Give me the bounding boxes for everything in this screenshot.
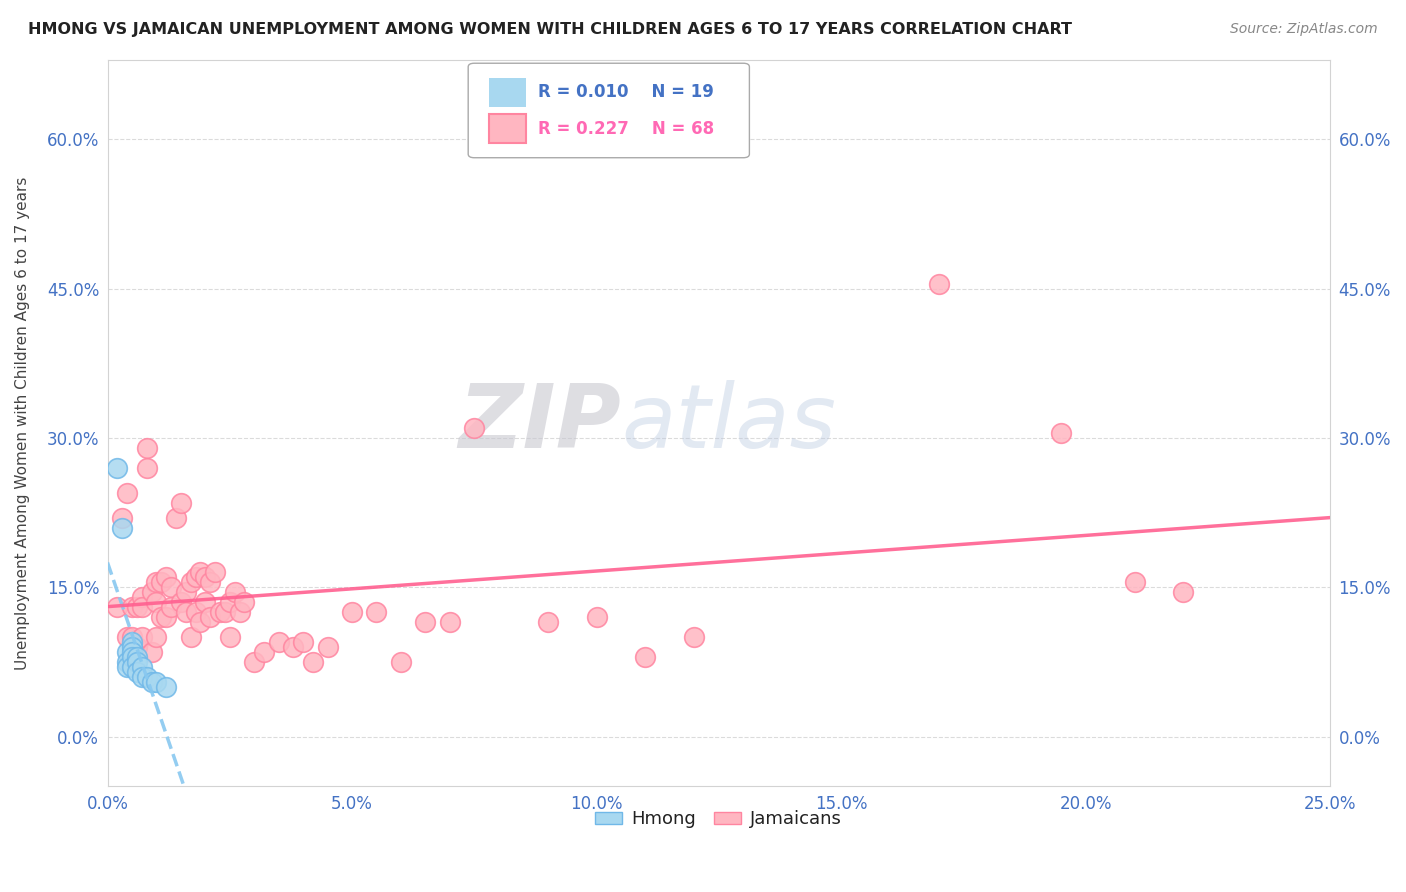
Point [121, 630, 143, 644]
Point [224, 585, 246, 599]
Point [1123, 575, 1146, 590]
Point [115, 660, 138, 674]
Point [150, 610, 173, 624]
Point [125, 600, 148, 615]
Point [141, 645, 163, 659]
Point [233, 595, 256, 609]
Point [115, 630, 138, 644]
Point [115, 645, 138, 659]
Point [190, 566, 212, 580]
Text: R = 0.010    N = 19: R = 0.010 N = 19 [538, 83, 714, 102]
Point [121, 635, 143, 649]
Point [218, 630, 240, 644]
Point [928, 277, 950, 291]
Point [141, 585, 163, 599]
Point [228, 605, 250, 619]
Point [218, 595, 240, 609]
Point [121, 640, 143, 654]
Point [160, 580, 183, 594]
Bar [489, 114, 526, 144]
Point [165, 510, 187, 524]
Text: ZIP: ZIP [458, 379, 621, 467]
Point [131, 591, 153, 605]
Point [155, 680, 177, 694]
Point [150, 575, 173, 590]
Point [121, 645, 143, 659]
Point [131, 630, 153, 644]
Point [194, 570, 217, 584]
Point [634, 650, 657, 665]
Point [131, 670, 153, 684]
Point [111, 520, 134, 534]
Point [1050, 425, 1073, 440]
Point [115, 655, 138, 669]
Point [105, 460, 128, 475]
Point [145, 595, 167, 609]
Point [253, 645, 276, 659]
Point [125, 655, 148, 669]
Point [135, 670, 157, 684]
Point [366, 605, 388, 619]
Point [585, 610, 607, 624]
Point [135, 441, 157, 455]
Legend: Hmong, Jamaicans: Hmong, Jamaicans [588, 803, 849, 836]
Point [170, 595, 193, 609]
Point [194, 595, 217, 609]
Point [131, 660, 153, 674]
Point [121, 650, 143, 665]
Point [180, 575, 202, 590]
Point [214, 605, 236, 619]
Point [292, 635, 315, 649]
Point [145, 674, 167, 689]
Point [316, 640, 339, 654]
Point [463, 421, 485, 435]
Text: R = 0.227    N = 68: R = 0.227 N = 68 [538, 120, 714, 137]
Point [683, 630, 706, 644]
Point [439, 615, 461, 630]
Point [208, 605, 231, 619]
Point [283, 640, 305, 654]
Point [111, 510, 134, 524]
Point [145, 575, 167, 590]
Point [180, 630, 202, 644]
Point [200, 610, 222, 624]
Point [125, 650, 148, 665]
Point [415, 615, 437, 630]
Point [537, 615, 560, 630]
Point [155, 570, 177, 584]
Point [340, 605, 363, 619]
Point [131, 600, 153, 615]
Point [174, 605, 197, 619]
Point [135, 460, 157, 475]
Point [105, 600, 128, 615]
Text: Source: ZipAtlas.com: Source: ZipAtlas.com [1230, 22, 1378, 37]
Y-axis label: Unemployment Among Women with Children Ages 6 to 17 years: Unemployment Among Women with Children A… [15, 177, 30, 670]
Point [125, 665, 148, 679]
Point [121, 600, 143, 615]
Point [141, 674, 163, 689]
Point [243, 655, 266, 669]
FancyBboxPatch shape [468, 63, 749, 158]
Point [155, 610, 177, 624]
Point [1173, 585, 1195, 599]
Bar [489, 78, 526, 107]
Point [115, 485, 138, 500]
Point [389, 655, 412, 669]
Text: atlas: atlas [621, 380, 837, 466]
Point [145, 630, 167, 644]
Point [170, 496, 193, 510]
Point [121, 660, 143, 674]
Point [204, 566, 226, 580]
Point [302, 655, 325, 669]
Point [267, 635, 290, 649]
Point [125, 640, 148, 654]
Point [160, 600, 183, 615]
Point [184, 605, 207, 619]
Point [174, 585, 197, 599]
Point [184, 570, 207, 584]
Point [200, 575, 222, 590]
Text: HMONG VS JAMAICAN UNEMPLOYMENT AMONG WOMEN WITH CHILDREN AGES 6 TO 17 YEARS CORR: HMONG VS JAMAICAN UNEMPLOYMENT AMONG WOM… [28, 22, 1073, 37]
Point [190, 615, 212, 630]
